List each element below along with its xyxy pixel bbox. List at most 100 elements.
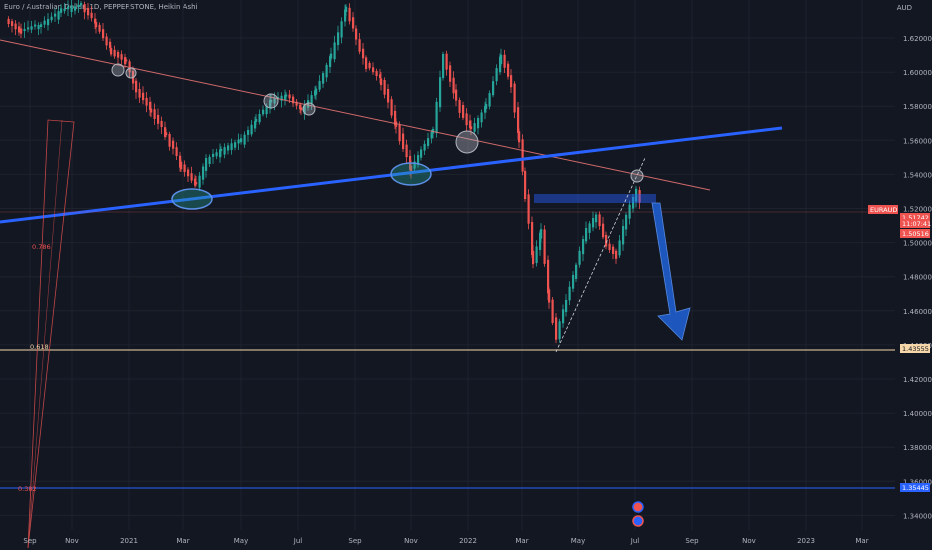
candle xyxy=(187,167,190,182)
candle xyxy=(602,216,605,240)
candle xyxy=(7,16,10,28)
candle xyxy=(205,154,208,178)
candle xyxy=(300,103,303,115)
candle xyxy=(503,49,506,73)
candle xyxy=(449,61,452,88)
resistance-zone xyxy=(534,194,656,203)
candle xyxy=(612,244,615,260)
symbol-header: Euro / Australian Dollar, 1D, PEPPERSTON… xyxy=(4,3,198,11)
time-axis: Sep Nov 2021 Mar May Jul Sep Nov 2022 Mar May Jul Se… xyxy=(23,537,868,545)
price-tick-label: 1.50000 xyxy=(903,240,932,248)
candle xyxy=(348,3,351,25)
candle xyxy=(568,281,571,306)
candle xyxy=(195,175,198,187)
candle xyxy=(485,98,488,113)
currency-label: AUD xyxy=(896,4,912,12)
fib-level-label: 0.786 xyxy=(32,243,51,251)
candle xyxy=(83,1,86,20)
candle xyxy=(165,128,168,138)
candle xyxy=(540,223,543,243)
svg-text:EURAUD: EURAUD xyxy=(870,206,897,214)
candle xyxy=(462,101,465,121)
price-tick-label: 1.62000 xyxy=(903,35,932,43)
price-tick-label: 1.56000 xyxy=(903,137,932,145)
candle xyxy=(117,49,120,64)
candle xyxy=(532,244,535,269)
candle xyxy=(500,48,503,67)
svg-text:1.35445: 1.35445 xyxy=(902,484,929,492)
candle xyxy=(175,142,178,160)
candle xyxy=(18,21,21,36)
candle xyxy=(337,25,340,51)
price-tick-label: 1.54000 xyxy=(903,171,932,179)
candle xyxy=(390,96,393,119)
candle xyxy=(215,148,218,160)
candle xyxy=(227,142,230,155)
candle xyxy=(157,108,160,130)
time-tick-label: Jul xyxy=(630,537,640,545)
candle xyxy=(164,121,167,140)
candle xyxy=(168,131,171,151)
candle xyxy=(90,6,93,22)
candle xyxy=(518,128,521,148)
candle xyxy=(521,134,524,176)
candle xyxy=(473,117,476,135)
candle xyxy=(387,84,390,109)
candle xyxy=(452,71,455,99)
candle xyxy=(70,0,73,18)
candle xyxy=(598,211,601,230)
candle xyxy=(635,186,638,208)
candle xyxy=(20,23,23,39)
candle xyxy=(417,151,420,168)
price-badge: 1.43555 xyxy=(900,344,930,353)
candle xyxy=(330,47,333,61)
time-tick-label: Sep xyxy=(348,537,362,545)
candle xyxy=(14,20,17,36)
candle xyxy=(212,148,215,164)
candle xyxy=(352,12,355,32)
candle xyxy=(230,138,233,155)
svg-text:1.51742: 1.51742 xyxy=(902,214,929,222)
candle xyxy=(105,33,108,50)
candle xyxy=(180,159,183,173)
candle xyxy=(543,225,546,267)
candle xyxy=(43,16,46,28)
price-tick-label: 1.58000 xyxy=(903,103,932,111)
time-tick-label: Jul xyxy=(293,537,303,545)
candle xyxy=(595,212,598,229)
candle xyxy=(120,50,123,67)
candle xyxy=(74,2,77,15)
candle xyxy=(535,240,538,267)
candle xyxy=(402,127,405,153)
candle xyxy=(477,115,480,135)
candle xyxy=(149,96,152,117)
candle xyxy=(95,18,98,34)
candle xyxy=(138,82,141,104)
candle xyxy=(322,71,325,88)
candle xyxy=(527,189,530,230)
time-tick-label: Nov xyxy=(65,537,79,545)
candle xyxy=(592,211,595,232)
candle xyxy=(310,90,313,110)
candle xyxy=(588,221,591,240)
candle xyxy=(625,212,628,237)
time-tick-label: Mar xyxy=(176,537,189,545)
price-badge: 1.51742 xyxy=(900,213,930,222)
candle xyxy=(510,69,513,94)
fib-labels: 0.786 0.618 0.382 xyxy=(18,243,51,493)
candle xyxy=(27,20,30,33)
candle xyxy=(60,4,63,18)
candle xyxy=(220,146,223,157)
candle xyxy=(383,77,386,99)
candle xyxy=(125,57,128,64)
candle xyxy=(405,139,408,164)
candles-layer xyxy=(7,0,641,344)
candle xyxy=(375,68,378,81)
candle xyxy=(480,109,483,128)
candle xyxy=(340,17,343,44)
candle xyxy=(420,146,423,161)
candle xyxy=(47,13,50,31)
drawings-layer xyxy=(0,39,895,549)
target-arrow xyxy=(651,202,691,341)
